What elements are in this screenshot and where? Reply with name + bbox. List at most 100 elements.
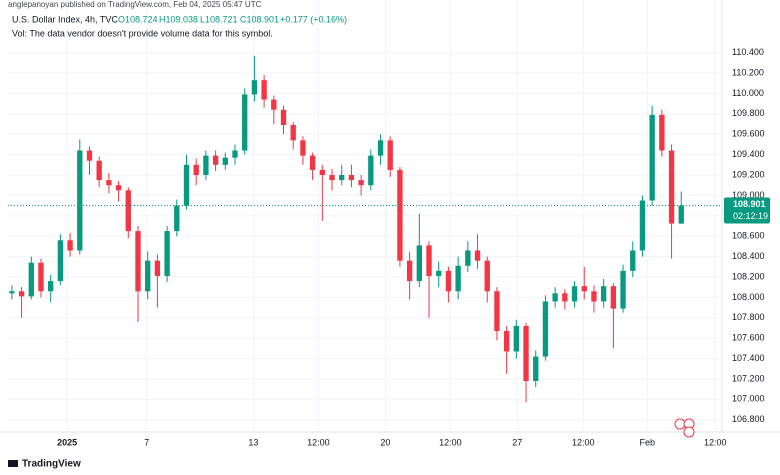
candle — [38, 258, 44, 298]
candle — [28, 256, 34, 300]
candle — [48, 274, 54, 303]
candle — [18, 287, 25, 318]
volume-note: Vol: The data vendor doesn't provide vol… — [12, 28, 273, 38]
candle — [503, 325, 510, 374]
candle — [678, 191, 684, 224]
candle-body — [300, 140, 306, 156]
candle — [96, 156, 102, 188]
candle-body — [416, 245, 422, 282]
candle-body — [115, 185, 122, 191]
candle — [280, 105, 287, 135]
candle — [562, 289, 568, 310]
x-tick-label: 12:00 — [307, 437, 330, 447]
candle-body — [678, 205, 684, 224]
candle-body — [406, 260, 413, 282]
candle — [67, 233, 73, 257]
y-tick-label: 110.000 — [732, 88, 764, 98]
candle — [377, 134, 384, 165]
candle — [465, 241, 471, 272]
candle-body — [222, 157, 228, 165]
x-tick-label: 27 — [512, 437, 522, 447]
candle — [659, 109, 665, 157]
candle — [668, 144, 675, 259]
candle — [484, 256, 490, 303]
candle-body — [358, 180, 364, 186]
y-tick-label: 107.800 — [732, 312, 765, 322]
candle — [271, 95, 277, 125]
candle-body — [242, 94, 248, 151]
x-tick-label: Feb — [640, 437, 656, 447]
candle — [455, 256, 461, 300]
candle-body — [397, 169, 403, 261]
candle-body — [77, 150, 83, 251]
candle — [416, 213, 422, 288]
candle — [368, 149, 374, 191]
candle-body — [484, 260, 490, 292]
x-tick-label: 2025 — [57, 437, 77, 447]
candle-body — [474, 250, 481, 261]
candle-body — [145, 260, 151, 292]
candle-body — [125, 190, 131, 232]
y-tick-label: 109.200 — [732, 169, 765, 179]
y-tick-label: 108.600 — [732, 231, 765, 241]
y-tick-label: 107.400 — [732, 353, 765, 363]
candle-body — [319, 169, 325, 176]
candle — [445, 266, 452, 303]
candle-body — [630, 250, 636, 271]
candle-body — [368, 155, 374, 186]
candle — [193, 158, 199, 186]
candle-body — [387, 140, 393, 170]
logo-text: TradingView — [22, 459, 81, 470]
candle-body — [251, 80, 258, 95]
candle-body — [154, 260, 161, 276]
candle — [319, 164, 325, 221]
event-icons — [674, 418, 695, 438]
candle-body — [290, 125, 296, 141]
y-tick-label: 109.400 — [732, 149, 765, 159]
y-tick-label: 107.000 — [732, 394, 765, 404]
y-tick-label: 109.600 — [732, 129, 765, 139]
candle-body — [639, 200, 646, 251]
candle-body — [552, 293, 558, 302]
candle — [474, 234, 481, 269]
candle-body — [48, 281, 54, 292]
candle-body — [174, 205, 180, 232]
candle — [339, 164, 345, 186]
candle — [513, 319, 520, 359]
candle — [77, 139, 83, 255]
candle — [222, 152, 228, 170]
last-price-box — [724, 197, 770, 224]
candle — [630, 241, 636, 277]
candle — [649, 105, 655, 206]
candle — [203, 150, 209, 181]
legend-high: H109.038 — [159, 14, 198, 24]
candle-body — [164, 231, 170, 276]
candle-body — [329, 175, 335, 181]
x-tick-label: 13 — [248, 437, 258, 447]
candle — [9, 285, 15, 300]
candle — [164, 226, 170, 283]
x-tick-label: 12:00 — [439, 437, 462, 447]
candle — [571, 281, 578, 308]
candle-body — [183, 164, 190, 206]
candle-body — [212, 155, 219, 165]
candle — [251, 55, 258, 102]
candle — [183, 154, 190, 210]
candle — [261, 75, 267, 108]
y-tick-label: 109.000 — [732, 190, 765, 200]
candle-body — [348, 175, 355, 181]
candle-body — [445, 270, 452, 292]
candle-body — [610, 286, 617, 309]
candle — [494, 287, 500, 341]
event-icon — [683, 426, 695, 438]
candle — [290, 121, 296, 150]
candle-body — [494, 291, 500, 332]
logo: TradingView — [8, 459, 81, 470]
candle — [242, 88, 248, 155]
y-tick-label: 109.800 — [732, 108, 765, 118]
candle-body — [28, 262, 34, 297]
candle-body — [18, 291, 25, 297]
